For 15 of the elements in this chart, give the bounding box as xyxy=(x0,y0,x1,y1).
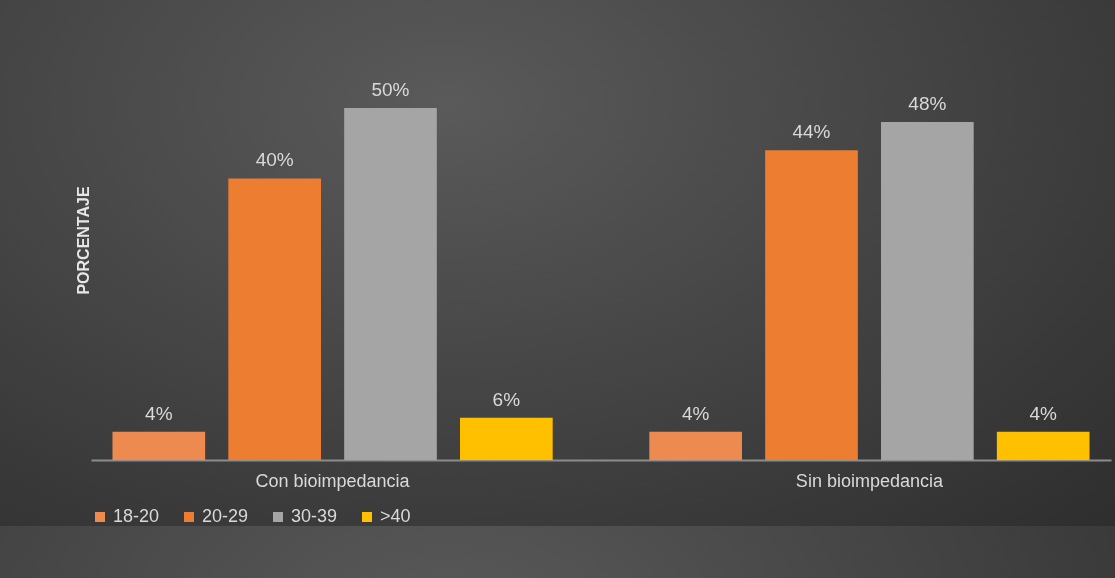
data-label: 6% xyxy=(492,388,521,410)
data-label: 4% xyxy=(681,402,710,424)
legend-label: 20-29 xyxy=(202,506,249,526)
data-label: 48% xyxy=(908,93,947,115)
data-label: 40% xyxy=(255,149,294,171)
x-tick-label: Sin bioimpedancia xyxy=(795,470,944,491)
legend-label: 18-20 xyxy=(113,506,160,526)
legend-label: 30-39 xyxy=(291,506,338,526)
y-axis-title: PORCENTAJE xyxy=(74,186,92,295)
data-label: 4% xyxy=(145,402,173,424)
data-label: 50% xyxy=(371,79,410,100)
legend-label: >40 xyxy=(380,506,411,526)
data-label: 44% xyxy=(792,121,831,143)
x-tick-label: Con bioimpedancia xyxy=(255,470,411,491)
data-label: 4% xyxy=(1029,402,1058,424)
